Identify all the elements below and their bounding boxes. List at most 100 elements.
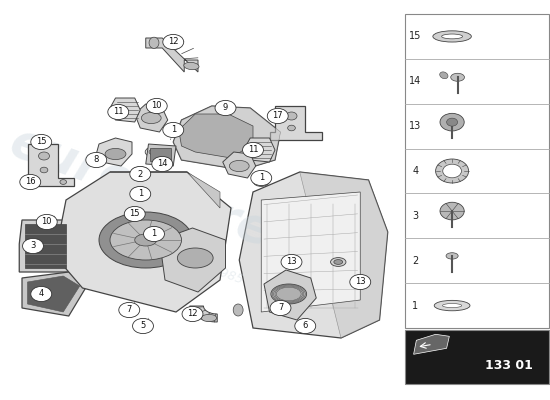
Circle shape — [130, 166, 151, 182]
Circle shape — [31, 286, 52, 302]
Text: 6: 6 — [302, 322, 308, 330]
Text: 15: 15 — [409, 32, 421, 42]
Polygon shape — [19, 220, 72, 272]
Circle shape — [443, 164, 461, 178]
Polygon shape — [190, 306, 217, 322]
Ellipse shape — [141, 112, 161, 124]
Ellipse shape — [105, 148, 126, 160]
Ellipse shape — [233, 304, 243, 316]
Text: 13: 13 — [355, 278, 366, 286]
Circle shape — [163, 122, 184, 138]
Bar — [405, 330, 549, 384]
Polygon shape — [264, 270, 316, 320]
Circle shape — [267, 108, 288, 124]
Circle shape — [350, 274, 371, 290]
Circle shape — [108, 104, 129, 120]
Text: 15: 15 — [129, 210, 140, 218]
Ellipse shape — [149, 149, 159, 155]
Ellipse shape — [201, 314, 217, 322]
Circle shape — [440, 202, 464, 220]
Text: 12: 12 — [187, 310, 198, 318]
Ellipse shape — [229, 160, 249, 172]
Circle shape — [270, 300, 291, 316]
Text: 10: 10 — [151, 102, 162, 110]
Polygon shape — [173, 106, 280, 170]
Circle shape — [146, 98, 167, 114]
Circle shape — [295, 318, 316, 334]
Circle shape — [440, 113, 464, 131]
Text: 7: 7 — [278, 304, 283, 312]
Polygon shape — [146, 144, 176, 166]
Text: 1: 1 — [138, 190, 143, 198]
Circle shape — [124, 206, 145, 222]
Ellipse shape — [131, 167, 149, 177]
Text: 2: 2 — [412, 256, 419, 266]
Text: 2: 2 — [138, 170, 143, 178]
Circle shape — [152, 156, 173, 172]
Text: 1: 1 — [412, 300, 419, 310]
Ellipse shape — [145, 147, 163, 157]
Text: 14: 14 — [157, 160, 168, 168]
Text: 1: 1 — [151, 230, 157, 238]
Ellipse shape — [135, 234, 157, 246]
Circle shape — [119, 302, 140, 318]
Ellipse shape — [131, 187, 149, 197]
Ellipse shape — [433, 31, 471, 42]
Polygon shape — [146, 38, 198, 72]
Circle shape — [447, 118, 458, 126]
Polygon shape — [28, 276, 80, 312]
Polygon shape — [179, 114, 253, 158]
Text: 12: 12 — [168, 38, 179, 46]
Ellipse shape — [434, 300, 470, 311]
Text: 16: 16 — [25, 178, 36, 186]
Text: 7: 7 — [126, 306, 132, 314]
Circle shape — [36, 214, 57, 230]
Circle shape — [133, 318, 153, 334]
Circle shape — [281, 254, 302, 270]
Text: 13: 13 — [286, 258, 297, 266]
Ellipse shape — [271, 284, 307, 304]
Circle shape — [163, 34, 184, 50]
Text: a passion for parts since 1985: a passion for parts since 1985 — [63, 210, 245, 286]
Ellipse shape — [149, 37, 159, 48]
Text: 11: 11 — [248, 146, 258, 154]
Bar — [405, 14, 549, 328]
Polygon shape — [22, 272, 88, 316]
Ellipse shape — [450, 73, 464, 81]
Polygon shape — [96, 138, 132, 166]
Ellipse shape — [177, 248, 213, 268]
Circle shape — [286, 112, 297, 120]
Circle shape — [20, 174, 41, 190]
Ellipse shape — [442, 34, 463, 39]
Circle shape — [251, 170, 272, 186]
Polygon shape — [173, 106, 280, 170]
Circle shape — [86, 152, 107, 168]
Ellipse shape — [184, 62, 199, 70]
Text: 11: 11 — [113, 108, 124, 116]
Circle shape — [130, 186, 151, 202]
Polygon shape — [261, 192, 360, 312]
Ellipse shape — [257, 180, 266, 184]
Text: 1: 1 — [258, 174, 264, 182]
Polygon shape — [55, 172, 231, 312]
Text: 14: 14 — [409, 76, 421, 86]
Text: 8: 8 — [94, 156, 99, 164]
Bar — [150, 148, 170, 161]
Ellipse shape — [99, 212, 192, 268]
Circle shape — [215, 100, 236, 116]
Polygon shape — [160, 228, 226, 292]
Circle shape — [60, 180, 67, 184]
Ellipse shape — [331, 258, 346, 266]
Polygon shape — [414, 334, 449, 354]
Ellipse shape — [110, 220, 182, 260]
Polygon shape — [110, 98, 140, 122]
Polygon shape — [135, 104, 168, 132]
Polygon shape — [25, 224, 66, 268]
Circle shape — [40, 167, 48, 173]
Ellipse shape — [439, 72, 448, 79]
Text: 3: 3 — [412, 211, 419, 221]
Polygon shape — [245, 138, 275, 162]
Text: 10: 10 — [41, 218, 52, 226]
Circle shape — [31, 134, 52, 150]
Ellipse shape — [442, 304, 461, 308]
